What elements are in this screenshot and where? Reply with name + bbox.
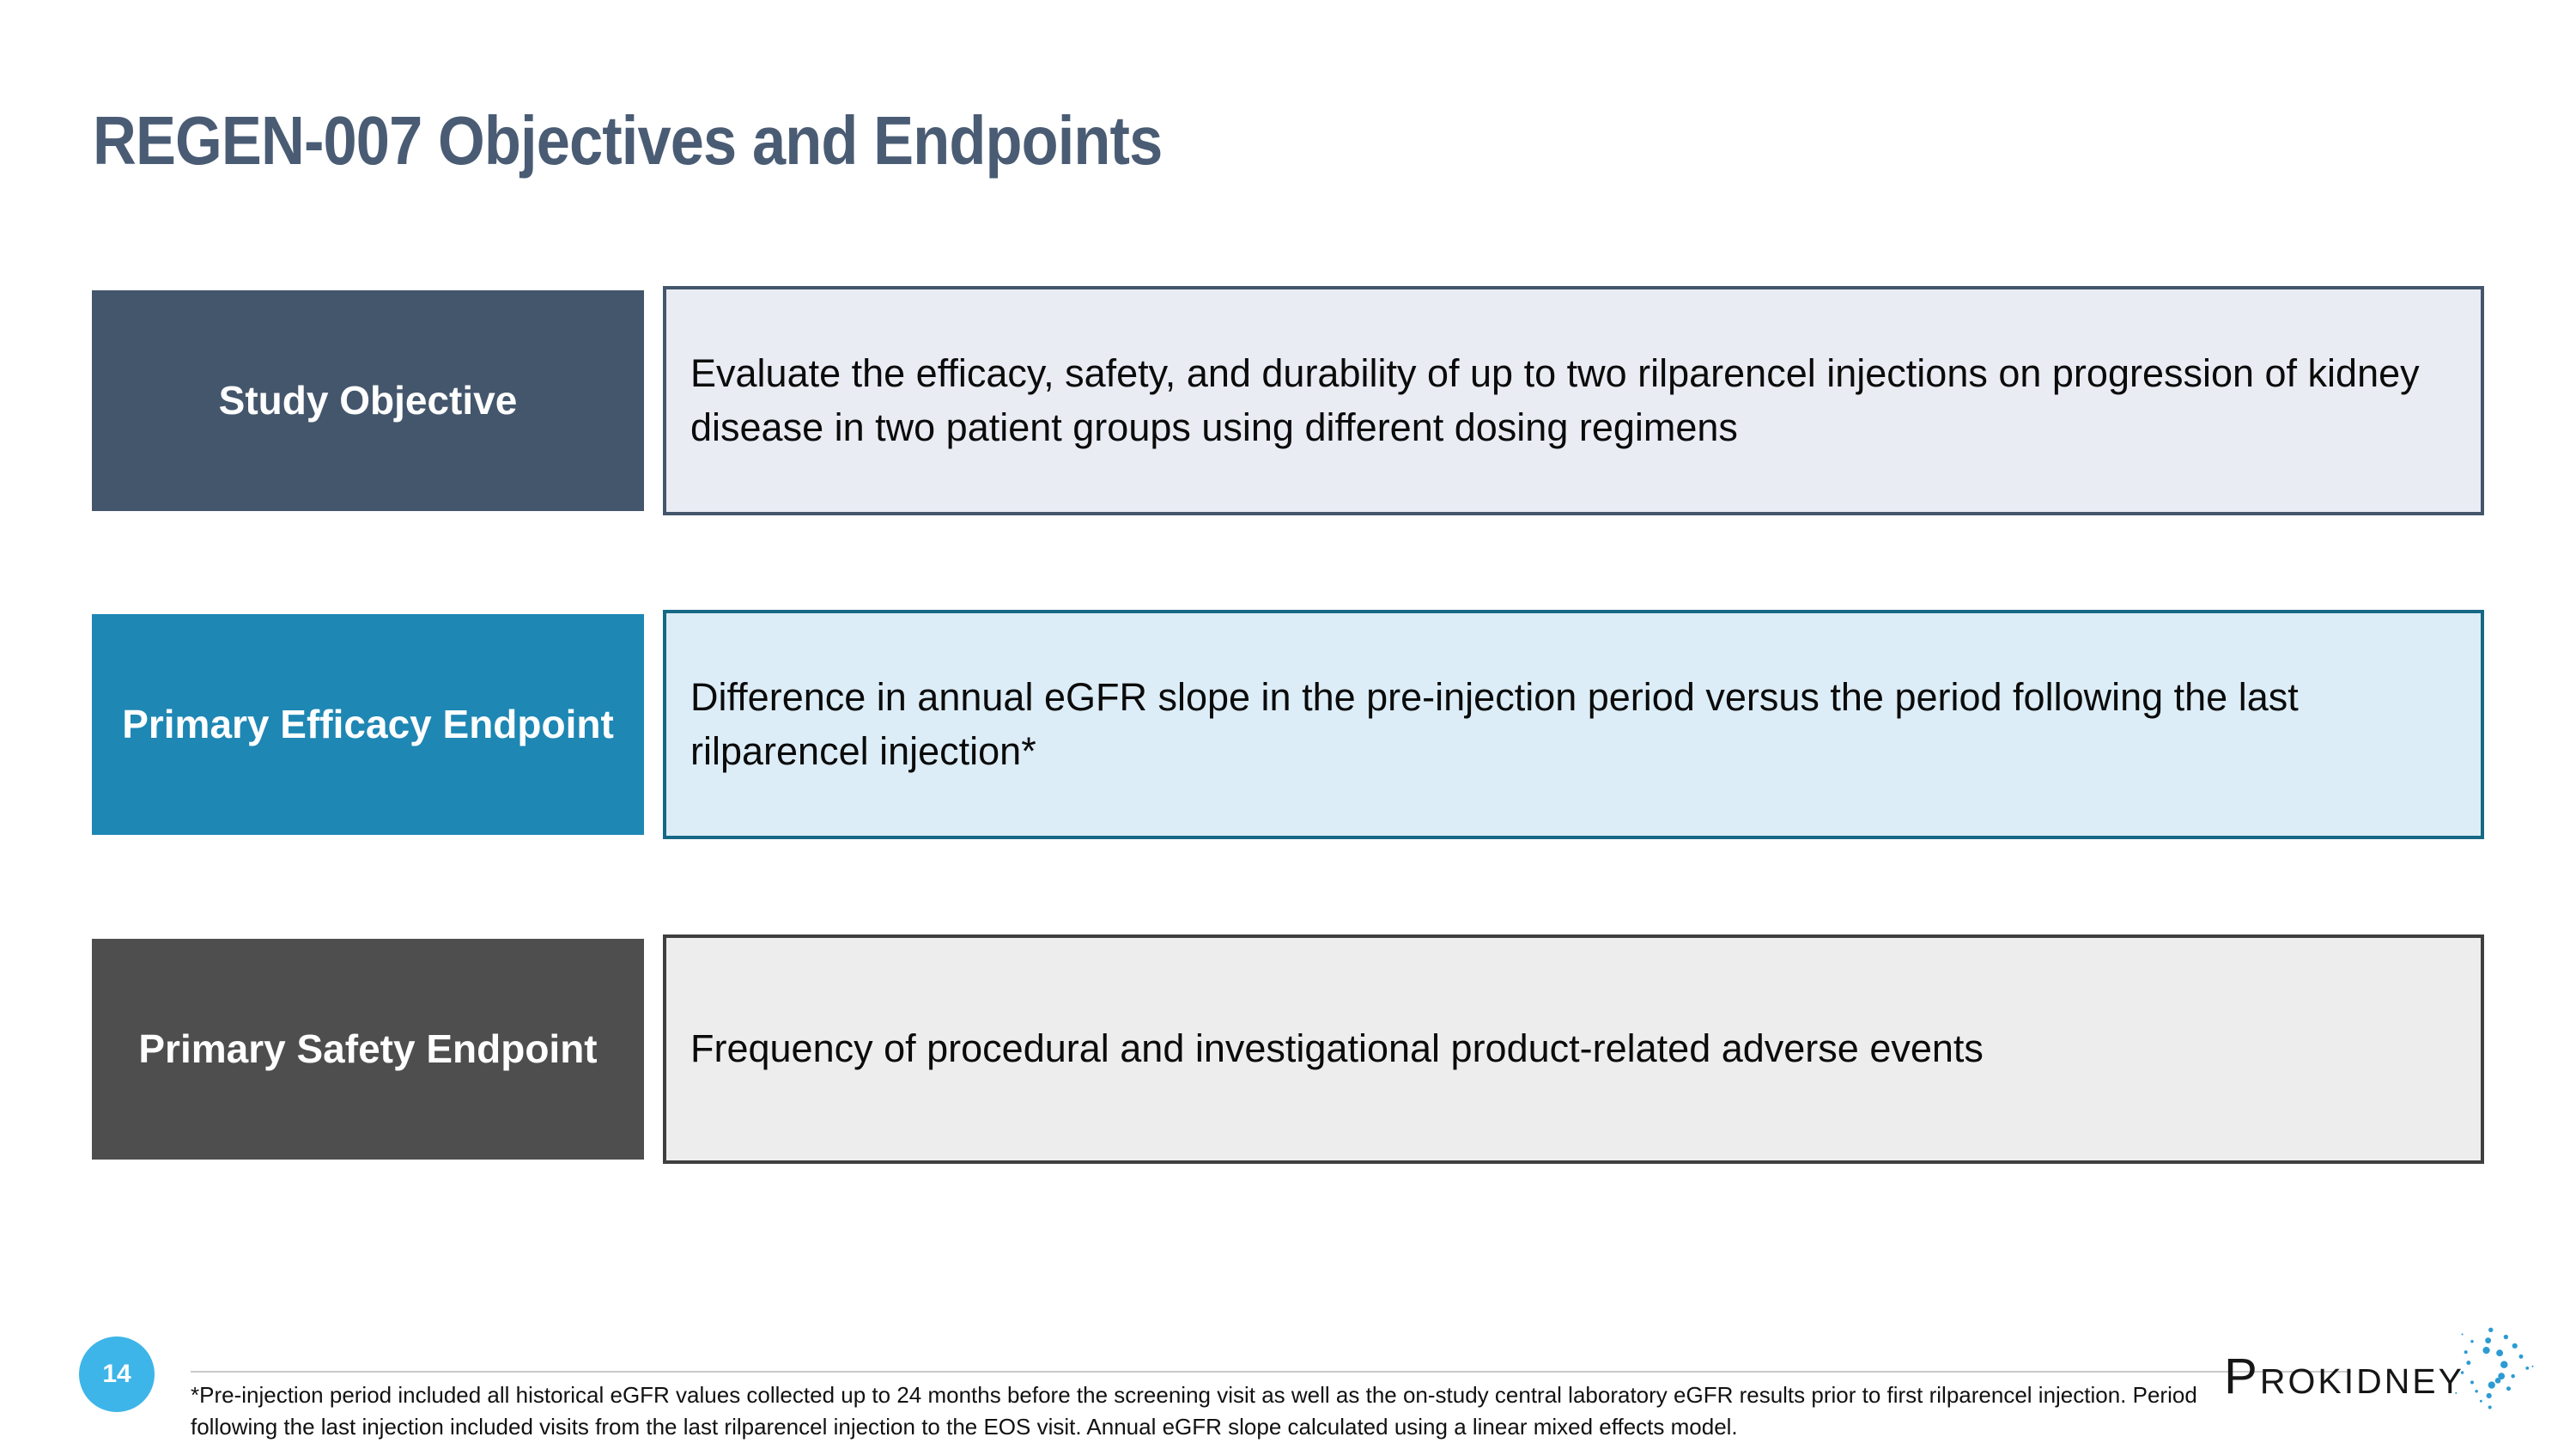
page-number: 14 [102, 1360, 131, 1388]
footnote-text: *Pre-injection period included all histo… [191, 1382, 2197, 1440]
prokidney-logo-text: ProKidney [2224, 1349, 2464, 1404]
footer-divider [191, 1371, 2351, 1373]
page-title: REGEN-007 Objectives and Endpoints [93, 102, 1163, 179]
primary-efficacy-text: Difference in annual eGFR slope in the p… [690, 675, 2299, 773]
primary-efficacy-label: Primary Efficacy Endpoint [122, 702, 614, 747]
primary-safety-content-box: Frequency of procedural and investigatio… [663, 935, 2484, 1164]
study-objective-label-box: Study Objective [92, 290, 644, 511]
prokidney-logo-dots-icon [2455, 1327, 2534, 1409]
prokidney-logo: ProKidney [2224, 1323, 2542, 1421]
primary-efficacy-label-box: Primary Efficacy Endpoint [92, 614, 644, 835]
primary-safety-label: Primary Safety Endpoint [138, 1026, 598, 1072]
primary-safety-label-box: Primary Safety Endpoint [92, 939, 644, 1160]
study-objective-label: Study Objective [218, 378, 518, 423]
page-number-badge: 14 [79, 1336, 155, 1412]
study-objective-text: Evaluate the efficacy, safety, and durab… [690, 351, 2420, 449]
study-objective-content-box: Evaluate the efficacy, safety, and durab… [663, 286, 2484, 515]
primary-efficacy-content-box: Difference in annual eGFR slope in the p… [663, 610, 2484, 839]
primary-safety-text: Frequency of procedural and investigatio… [690, 1026, 1984, 1071]
